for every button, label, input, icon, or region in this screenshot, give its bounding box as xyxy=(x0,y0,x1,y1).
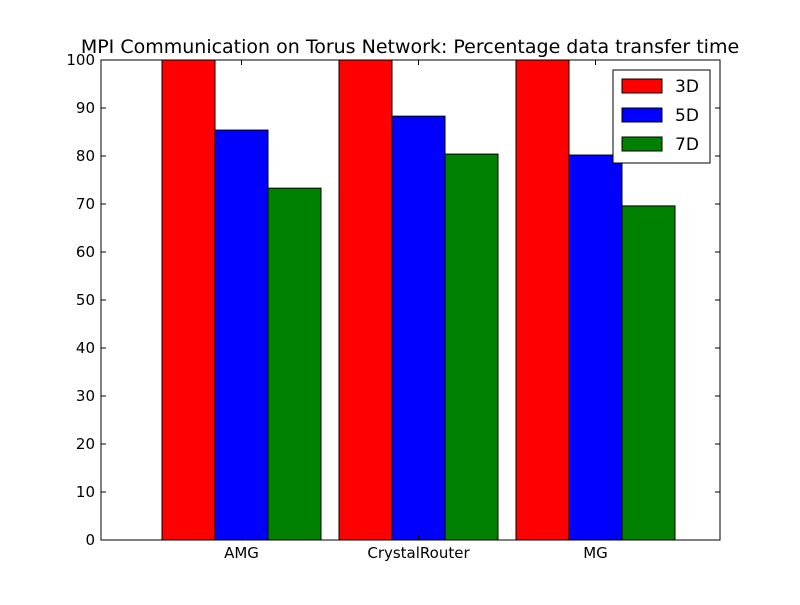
bar-3d-crystalrouter xyxy=(338,59,393,541)
bar-7d-mg xyxy=(621,205,676,541)
y-tick-label: 0 xyxy=(85,531,95,549)
x-tick-label: MG xyxy=(583,544,608,562)
legend-label-5d: 5D xyxy=(675,106,699,126)
y-tick-label: 20 xyxy=(76,435,95,453)
bars-group xyxy=(161,59,676,541)
y-tick-label: 90 xyxy=(76,99,95,117)
x-tick-label: CrystalRouter xyxy=(367,544,470,562)
legend-label-3d: 3D xyxy=(675,77,699,97)
chart-title: MPI Communication on Torus Network: Perc… xyxy=(81,36,739,58)
x-axis: AMG CrystalRouter MG xyxy=(224,60,608,562)
y-tick-label: 10 xyxy=(76,483,95,501)
x-tick-label: AMG xyxy=(224,544,259,562)
bar-5d-mg xyxy=(568,154,623,541)
legend-label-7d: 7D xyxy=(675,135,699,155)
legend-swatch-3d xyxy=(621,78,663,94)
y-tick-label: 30 xyxy=(76,387,95,405)
y-tick-label: 50 xyxy=(76,291,95,309)
legend: 3D 5D 7D xyxy=(612,69,711,164)
y-tick-label: 100 xyxy=(66,51,95,69)
bar-5d-amg xyxy=(214,129,269,541)
bar-3d-mg xyxy=(515,59,570,541)
legend-swatch-5d xyxy=(621,107,663,123)
y-axis: 0 10 20 30 40 50 60 70 80 90 100 xyxy=(66,51,720,549)
y-tick-label: 60 xyxy=(76,243,95,261)
bar-7d-crystalrouter xyxy=(444,153,499,541)
bar-3d-amg xyxy=(161,59,216,541)
legend-swatch-7d xyxy=(621,136,663,152)
y-tick-label: 80 xyxy=(76,147,95,165)
bar-5d-crystalrouter xyxy=(391,115,446,541)
y-tick-label: 70 xyxy=(76,195,95,213)
bar-7d-amg xyxy=(267,187,322,541)
y-tick-label: 40 xyxy=(76,339,95,357)
